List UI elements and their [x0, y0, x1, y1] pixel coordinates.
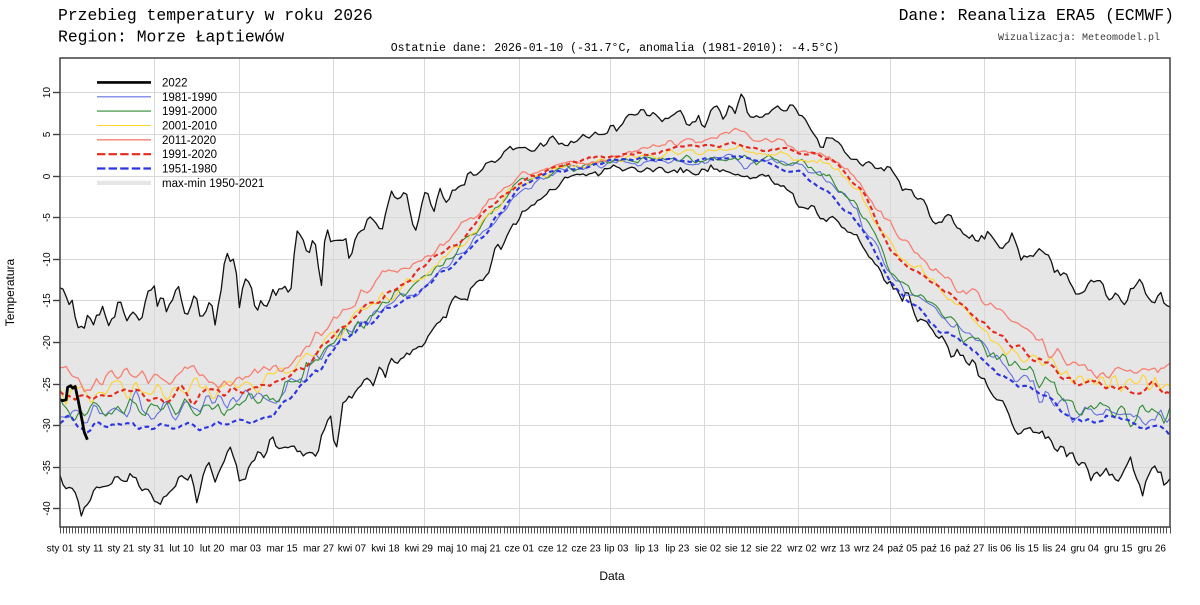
svg-text:sie 12: sie 12 — [725, 544, 752, 555]
svg-text:paź 05: paź 05 — [887, 544, 917, 555]
svg-text:1991-2020: 1991-2020 — [162, 149, 217, 161]
svg-text:sty 31: sty 31 — [138, 544, 165, 555]
svg-text:-35: -35 — [42, 460, 53, 475]
svg-text:-15: -15 — [42, 293, 53, 308]
svg-text:lip 03: lip 03 — [605, 544, 629, 555]
svg-text:kwi 07: kwi 07 — [338, 544, 367, 555]
svg-text:lis 24: lis 24 — [1043, 544, 1067, 555]
svg-text:maj 21: maj 21 — [471, 544, 501, 555]
svg-text:gru 26: gru 26 — [1138, 544, 1167, 555]
svg-text:lip 23: lip 23 — [665, 544, 689, 555]
svg-text:cze 23: cze 23 — [571, 544, 601, 555]
svg-text:mar 27: mar 27 — [303, 544, 335, 555]
svg-text:1991-2000: 1991-2000 — [162, 106, 217, 118]
svg-text:0: 0 — [42, 173, 53, 179]
svg-text:-40: -40 — [42, 501, 53, 516]
svg-text:Region: Morze Łaptiewów: Region: Morze Łaptiewów — [58, 28, 284, 47]
svg-text:sty 11: sty 11 — [77, 544, 103, 555]
svg-text:Data: Data — [599, 569, 625, 583]
svg-text:lut 10: lut 10 — [169, 544, 194, 555]
svg-text:wrz 24: wrz 24 — [853, 544, 884, 555]
svg-text:paź 27: paź 27 — [954, 544, 984, 555]
svg-text:mar 15: mar 15 — [266, 544, 298, 555]
svg-text:1951-1980: 1951-1980 — [162, 164, 217, 176]
svg-text:kwi 29: kwi 29 — [405, 544, 434, 555]
svg-text:2022: 2022 — [162, 77, 188, 89]
svg-text:maj 10: maj 10 — [437, 544, 467, 555]
svg-text:cze 01: cze 01 — [504, 544, 534, 555]
svg-text:wrz 13: wrz 13 — [820, 544, 851, 555]
svg-text:Przebieg temperatury w roku 20: Przebieg temperatury w roku 2026 — [58, 6, 373, 25]
svg-text:-25: -25 — [42, 377, 53, 392]
svg-text:-20: -20 — [42, 335, 53, 350]
svg-text:kwi 18: kwi 18 — [371, 544, 400, 555]
svg-text:sty 01: sty 01 — [47, 544, 74, 555]
svg-text:-10: -10 — [42, 252, 53, 267]
svg-text:sie 22: sie 22 — [755, 544, 782, 555]
svg-text:lut 20: lut 20 — [200, 544, 225, 555]
svg-text:paź 16: paź 16 — [921, 544, 951, 555]
svg-text:Dane: Reanaliza ERA5 (ECMWF): Dane: Reanaliza ERA5 (ECMWF) — [899, 6, 1174, 25]
svg-text:cze 12: cze 12 — [538, 544, 568, 555]
svg-text:2001-2010: 2001-2010 — [162, 120, 217, 132]
svg-text:1981-1990: 1981-1990 — [162, 92, 217, 104]
svg-text:mar 03: mar 03 — [230, 544, 262, 555]
svg-text:gru 04: gru 04 — [1071, 544, 1100, 555]
svg-text:gru 15: gru 15 — [1104, 544, 1133, 555]
svg-text:lip 13: lip 13 — [635, 544, 659, 555]
svg-text:10: 10 — [42, 87, 53, 99]
svg-text:lis 15: lis 15 — [1015, 544, 1039, 555]
svg-text:Temperatura: Temperatura — [3, 258, 17, 326]
svg-text:sie 02: sie 02 — [694, 544, 721, 555]
svg-text:2011-2020: 2011-2020 — [162, 135, 216, 147]
svg-text:sty 21: sty 21 — [107, 544, 134, 555]
svg-text:5: 5 — [42, 131, 53, 137]
svg-text:lis 06: lis 06 — [988, 544, 1012, 555]
svg-text:-5: -5 — [42, 213, 53, 222]
svg-text:wrz 02: wrz 02 — [786, 544, 817, 555]
svg-text:-30: -30 — [42, 418, 53, 433]
svg-text:Wizualizacja: Meteomodel.pl: Wizualizacja: Meteomodel.pl — [998, 32, 1160, 44]
svg-text:Ostatnie dane: 2026-01-10 (-31: Ostatnie dane: 2026-01-10 (-31.7°C, anom… — [391, 42, 840, 55]
svg-text:max-min 1950-2021: max-min 1950-2021 — [162, 178, 264, 190]
